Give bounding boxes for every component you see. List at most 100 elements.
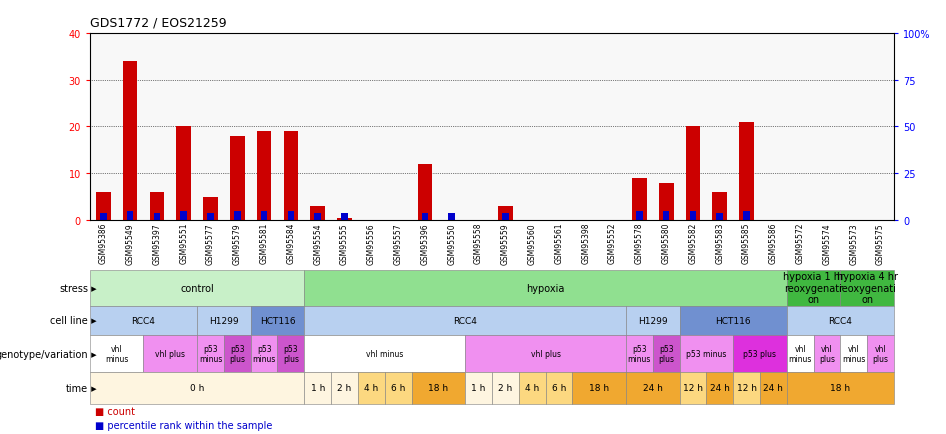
Text: GSM95557: GSM95557	[394, 223, 403, 264]
Bar	[181, 211, 187, 220]
Text: vhl plus: vhl plus	[155, 349, 185, 358]
Text: p53 plus: p53 plus	[744, 349, 777, 358]
Text: GSM95584: GSM95584	[287, 223, 295, 264]
Text: GSM95577: GSM95577	[206, 223, 215, 264]
Text: vhl minus: vhl minus	[366, 349, 403, 358]
Text: 2 h: 2 h	[338, 384, 352, 392]
Text: 4 h: 4 h	[364, 384, 378, 392]
Bar	[412, 372, 465, 404]
Bar	[502, 214, 509, 220]
Bar	[100, 214, 107, 220]
Bar	[840, 270, 894, 306]
Bar	[385, 372, 412, 404]
Bar	[867, 335, 894, 372]
Bar	[492, 372, 518, 404]
Bar	[733, 372, 760, 404]
Text: GSM95398: GSM95398	[581, 223, 590, 264]
Bar	[679, 372, 707, 404]
Bar	[305, 372, 331, 404]
Bar	[716, 214, 723, 220]
Text: ■ percentile rank within the sample: ■ percentile rank within the sample	[95, 420, 272, 430]
Text: GSM95572: GSM95572	[796, 223, 805, 264]
Bar	[234, 211, 240, 220]
Bar	[144, 335, 197, 372]
Text: RCC4: RCC4	[131, 316, 155, 325]
Text: hypoxia 4 hr
reoxygenati
on: hypoxia 4 hr reoxygenati on	[836, 272, 898, 305]
Bar	[626, 335, 653, 372]
Text: vhl plus: vhl plus	[531, 349, 561, 358]
Bar	[712, 192, 727, 220]
Bar	[733, 335, 787, 372]
Bar	[663, 211, 670, 220]
Text: hypoxia: hypoxia	[526, 283, 565, 293]
Bar	[337, 218, 352, 220]
Bar	[679, 335, 733, 372]
Bar	[90, 270, 305, 306]
Text: GSM95582: GSM95582	[689, 223, 697, 264]
Text: GSM95585: GSM95585	[742, 223, 751, 264]
Bar	[787, 372, 894, 404]
Bar	[127, 211, 133, 220]
Text: ▶: ▶	[89, 385, 96, 391]
Bar	[422, 214, 429, 220]
Bar	[626, 372, 679, 404]
Bar	[251, 335, 277, 372]
Bar	[686, 127, 700, 220]
Bar	[632, 178, 647, 220]
Bar	[288, 211, 294, 220]
Bar	[653, 335, 679, 372]
Bar	[572, 372, 626, 404]
Bar	[331, 372, 358, 404]
Text: 18 h: 18 h	[429, 384, 448, 392]
Bar	[626, 306, 679, 335]
Text: 12 h: 12 h	[737, 384, 757, 392]
Bar	[90, 372, 305, 404]
Text: H1299: H1299	[638, 316, 668, 325]
Text: RCC4: RCC4	[829, 316, 852, 325]
Text: vhl
minus: vhl minus	[105, 344, 129, 364]
Bar	[305, 270, 787, 306]
Text: GSM95579: GSM95579	[233, 223, 242, 264]
Bar	[310, 207, 325, 220]
Text: GSM95386: GSM95386	[98, 223, 108, 264]
Bar	[417, 164, 432, 220]
Text: GSM95397: GSM95397	[152, 223, 162, 264]
Text: genotype/variation: genotype/variation	[0, 349, 88, 359]
Bar	[197, 306, 251, 335]
Text: GSM95573: GSM95573	[850, 223, 858, 264]
Text: 1 h: 1 h	[471, 384, 485, 392]
Bar	[90, 335, 144, 372]
Text: GSM95583: GSM95583	[715, 223, 725, 264]
Text: ▶: ▶	[89, 351, 96, 357]
Bar	[498, 207, 513, 220]
Bar	[207, 214, 214, 220]
Text: ■ count: ■ count	[95, 406, 134, 416]
Bar	[197, 335, 224, 372]
Text: p53
minus: p53 minus	[253, 344, 276, 364]
Text: GSM95558: GSM95558	[474, 223, 483, 264]
Bar	[465, 335, 626, 372]
Text: cell line: cell line	[50, 316, 88, 326]
Bar	[760, 372, 787, 404]
Bar	[96, 192, 111, 220]
Bar	[224, 335, 251, 372]
Text: GSM95556: GSM95556	[367, 223, 376, 264]
Bar	[707, 372, 733, 404]
Text: 24 h: 24 h	[642, 384, 663, 392]
Text: H1299: H1299	[209, 316, 238, 325]
Text: GSM95574: GSM95574	[822, 223, 832, 264]
Text: 6 h: 6 h	[391, 384, 405, 392]
Bar	[787, 335, 814, 372]
Bar	[465, 372, 492, 404]
Text: 1 h: 1 h	[310, 384, 324, 392]
Text: HCT116: HCT116	[715, 316, 751, 325]
Text: 12 h: 12 h	[683, 384, 703, 392]
Text: HCT116: HCT116	[260, 316, 295, 325]
Bar	[314, 214, 321, 220]
Text: GSM95554: GSM95554	[313, 223, 323, 264]
Bar	[305, 306, 626, 335]
Bar	[342, 214, 348, 220]
Text: 18 h: 18 h	[589, 384, 609, 392]
Text: GSM95549: GSM95549	[126, 223, 134, 264]
Text: vhl
minus: vhl minus	[788, 344, 812, 364]
